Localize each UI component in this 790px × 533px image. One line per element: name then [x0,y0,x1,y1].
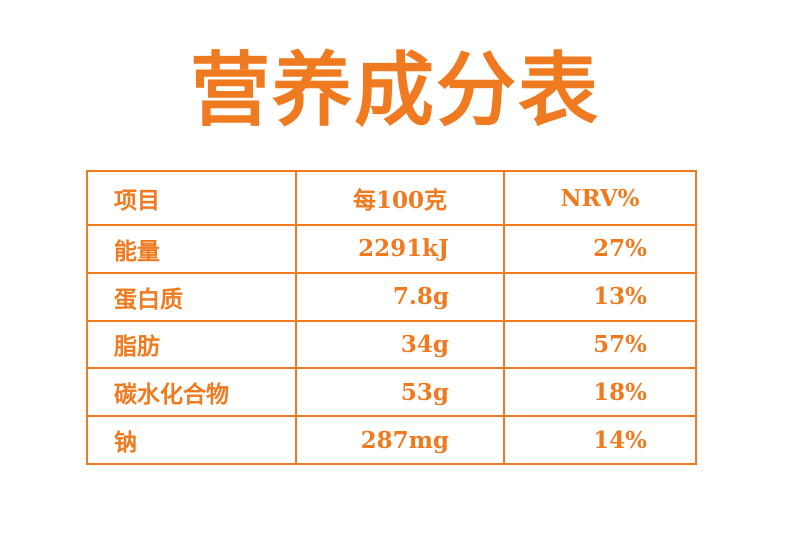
table-cell: 27% [503,224,697,274]
table-cell: 57% [503,319,697,370]
table-row: 钠 287mg 14% [86,415,697,465]
table-cell: NRV% [503,170,697,226]
table-cell: 53g [295,367,505,418]
table-cell: 18% [503,367,697,418]
table-cell: 项目 [86,170,297,226]
nutrition-table: 项目 每100克 NRV% 能量 2291kJ 27% 蛋白质 7.8g 13% 脂肪 34g 57%… [86,170,697,465]
table-cell: 碳水化合物 [86,367,297,418]
table-cell: 14% [503,415,697,465]
table-cell: 287mg [295,415,505,465]
table-cell: 34g [295,319,505,370]
table-row: 碳水化合物 53g 18% [86,367,697,418]
table-cell: 脂肪 [86,319,297,370]
table-cell: 每100克 [295,170,505,226]
table-cell: 13% [503,271,697,322]
table-row: 蛋白质 7.8g 13% [86,271,697,322]
table-cell: 2291kJ [295,224,505,274]
table-cell: 钠 [86,415,297,465]
table-row: 脂肪 34g 57% [86,319,697,370]
title: 营养成分表 [190,43,600,137]
table-cell: 蛋白质 [86,271,297,322]
table-row: 能量 2291kJ 27% [86,224,697,274]
table-cell: 能量 [86,224,297,274]
table-row: 项目 每100克 NRV% [86,170,697,226]
table-cell: 7.8g [295,271,505,322]
